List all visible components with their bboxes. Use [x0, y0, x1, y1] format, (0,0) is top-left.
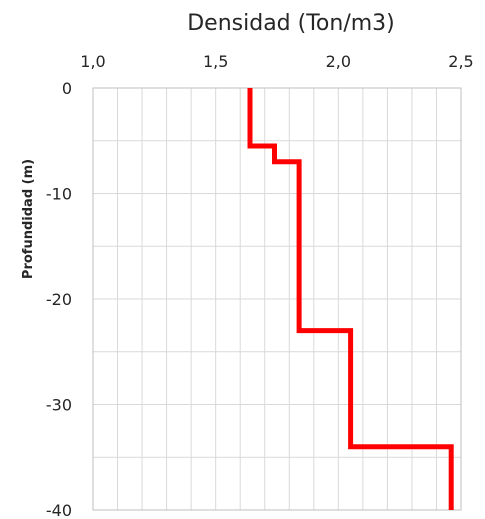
- y-tick-labels: 0 -10 -20 -30 -40: [46, 79, 72, 519]
- x-tick-label: 2,0: [326, 52, 351, 71]
- y-tick-label: -30: [46, 396, 72, 415]
- grid-lines: [92, 87, 462, 511]
- chart-title: Densidad (Ton/m3): [187, 11, 395, 36]
- y-tick-label: -10: [46, 185, 72, 204]
- y-axis-label: Profundidad (m): [21, 159, 36, 279]
- y-tick-label: -20: [46, 290, 72, 309]
- x-tick-label: 1,5: [203, 52, 228, 71]
- plot-border: [92, 87, 462, 511]
- y-tick-label: 0: [62, 79, 72, 98]
- x-tick-labels: 1,0 1,5 2,0 2,5: [80, 52, 473, 71]
- x-tick-label: 2,5: [448, 52, 473, 71]
- density-series-line: [247, 88, 454, 510]
- x-tick-label: 1,0: [80, 52, 105, 71]
- y-tick-label: -40: [46, 501, 72, 519]
